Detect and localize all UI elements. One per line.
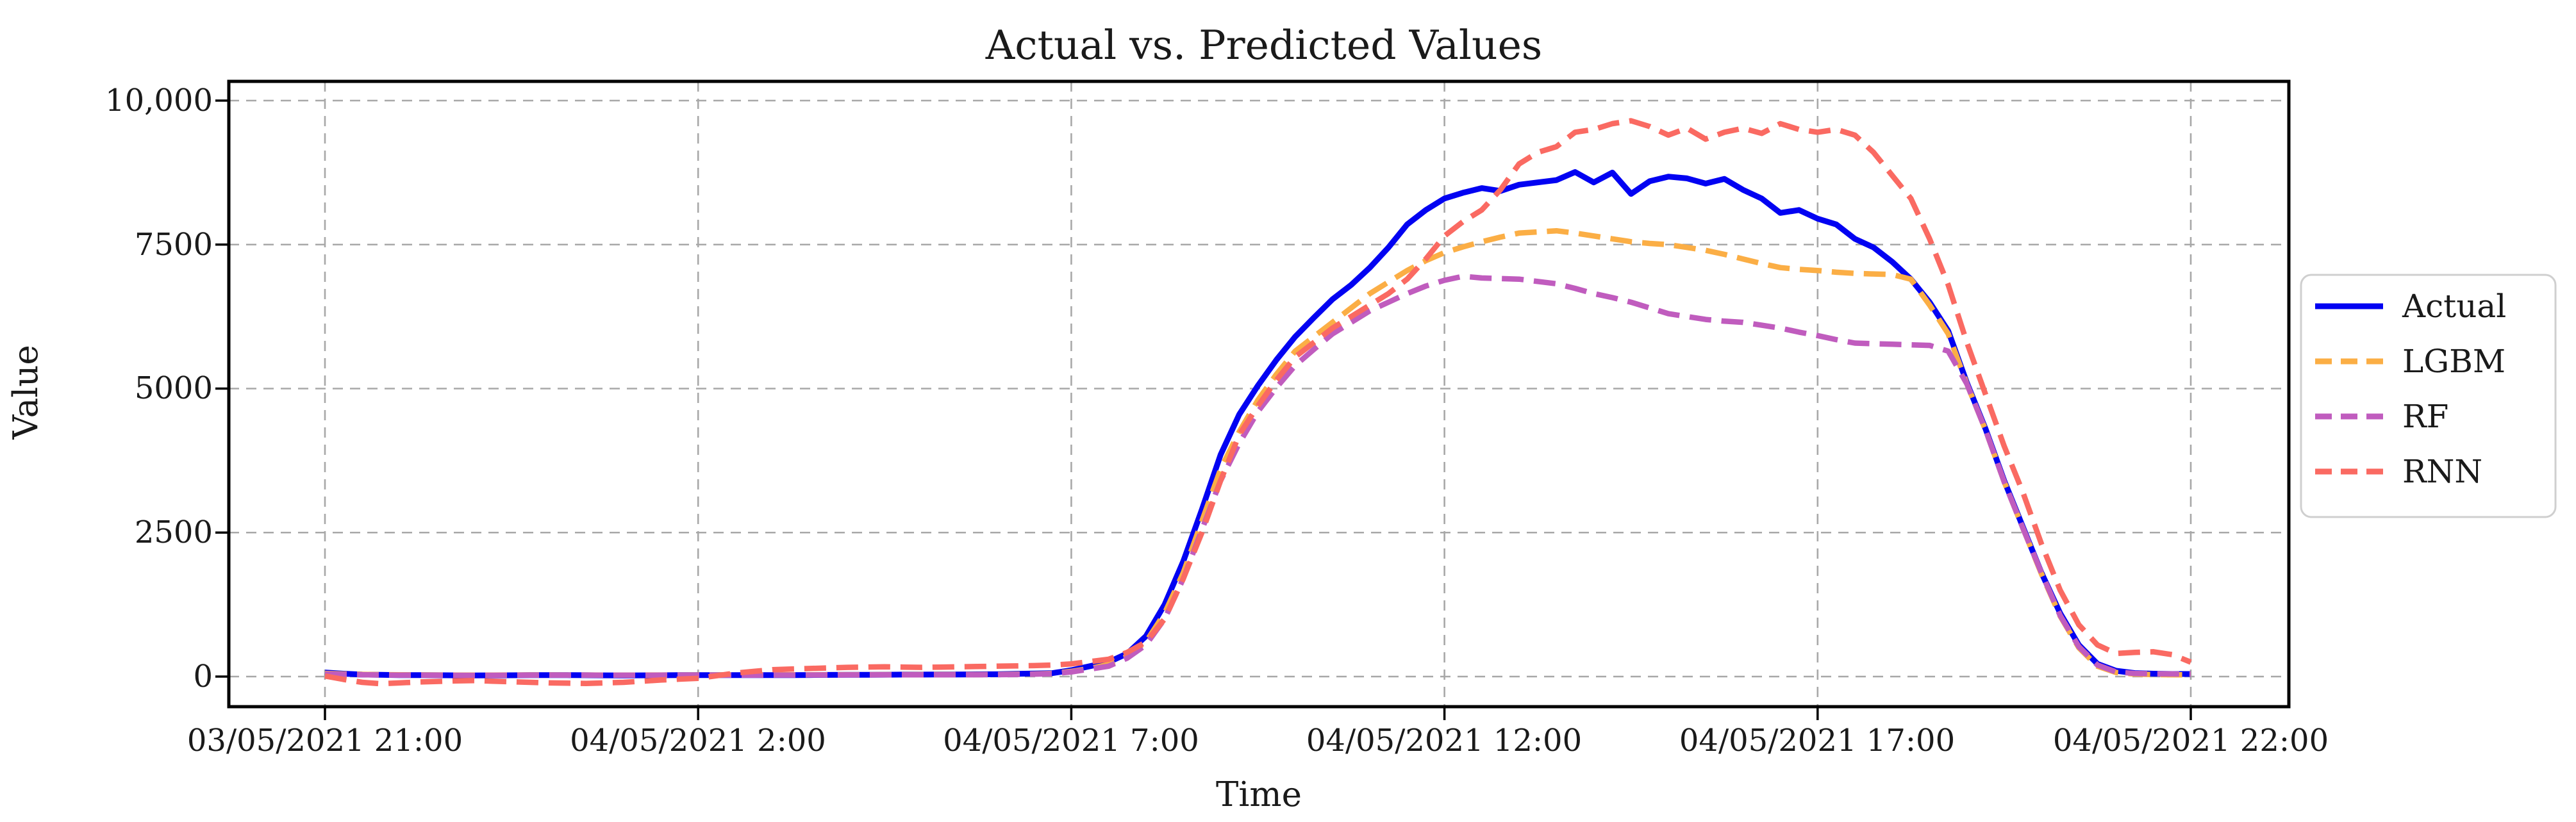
y-tick-label: 2500	[135, 514, 213, 550]
x-tick-label: 04/05/2021 17:00	[1679, 723, 1955, 759]
data-curves	[324, 118, 2192, 687]
x-axis-label: Time	[1216, 775, 1302, 814]
axis-ticks	[215, 99, 2192, 720]
gridlines	[229, 81, 2289, 707]
legend-label-rnn: RNN	[2402, 453, 2482, 490]
chart-title: Actual vs. Predicted Values	[985, 22, 1543, 69]
y-tick-label: 5000	[135, 370, 213, 406]
y-tick-label: 7500	[135, 227, 213, 263]
y-tick-label: 10,000	[105, 83, 213, 119]
x-tick-label: 04/05/2021 7:00	[943, 723, 1199, 759]
x-tick-label: 04/05/2021 12:00	[1306, 723, 1582, 759]
x-tick-label: 04/05/2021 22:00	[2053, 723, 2329, 759]
y-axis-label: Value	[6, 345, 46, 440]
x-tick-label: 04/05/2021 2:00	[570, 723, 826, 759]
y-tick-label: 0	[193, 659, 213, 695]
legend-box	[2300, 274, 2557, 518]
legend-label-lgbm: LGBM	[2402, 343, 2505, 380]
x-tick-label: 03/05/2021 21:00	[187, 723, 463, 759]
series-line-actual	[324, 169, 2191, 678]
series-line-rf	[324, 273, 2191, 678]
legend-label-actual: Actual	[2402, 288, 2506, 325]
plot-border	[227, 79, 2291, 709]
legend: Actual LGBM RF RNN	[2300, 274, 2557, 518]
series-line-lgbm	[324, 227, 2191, 678]
legend-label-rf: RF	[2402, 398, 2448, 435]
series-line-rnn	[324, 118, 2192, 687]
